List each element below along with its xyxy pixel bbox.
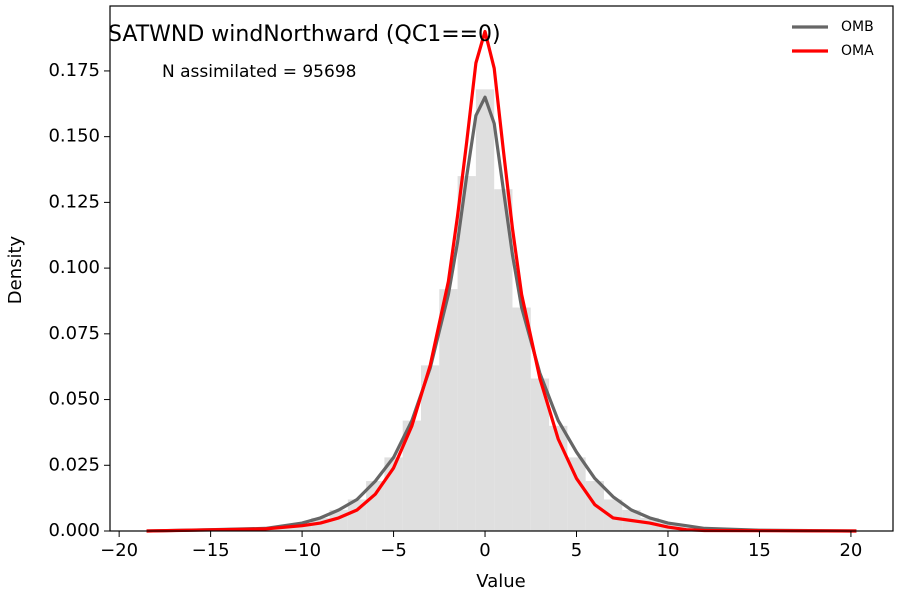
x-axis-label: Value (476, 571, 525, 592)
legend-label: OMA (841, 43, 874, 59)
histogram-bar (567, 457, 586, 531)
y-tick-label: 0.000 (48, 520, 100, 541)
histogram-bar (439, 289, 458, 531)
x-tick-label: 15 (748, 540, 771, 561)
x-tick-label: −5 (380, 540, 407, 561)
histogram-bar (475, 89, 495, 531)
x-tick-label: 5 (571, 540, 582, 561)
y-tick-label: 0.025 (48, 454, 100, 475)
x-tick-label: 10 (657, 540, 680, 561)
histogram-bar (421, 365, 440, 531)
histogram-bar (402, 420, 422, 531)
y-tick-label: 0.125 (48, 191, 100, 212)
x-tick-label: −10 (283, 540, 321, 561)
x-tick-label: −20 (100, 540, 138, 561)
x-tick-label: −15 (192, 540, 230, 561)
histogram (183, 89, 824, 531)
y-tick-label: 0.100 (48, 257, 100, 278)
histogram-bar (512, 307, 531, 531)
lines (146, 29, 857, 533)
y-axis-label: Density (5, 235, 26, 304)
histogram-bar (366, 481, 385, 531)
legend-label: OMB (841, 19, 874, 35)
histogram-bar (457, 176, 476, 531)
x-tick-label: 20 (839, 540, 862, 561)
histogram-bar (603, 499, 623, 531)
y-tick-label: 0.075 (48, 323, 100, 344)
annotation: N assimilated = 95698 (162, 62, 356, 82)
histogram-bar (494, 189, 513, 531)
histogram-bar (530, 378, 550, 531)
y-tick-label: 0.175 (48, 60, 100, 81)
series-line (146, 29, 857, 533)
y-tick-label: 0.150 (48, 126, 100, 147)
series-line (146, 95, 857, 533)
chart-title: SATWND windNorthward (QC1==0) (108, 22, 501, 47)
y-tick-label: 0.050 (48, 389, 100, 410)
x-tick-label: 0 (479, 540, 490, 561)
